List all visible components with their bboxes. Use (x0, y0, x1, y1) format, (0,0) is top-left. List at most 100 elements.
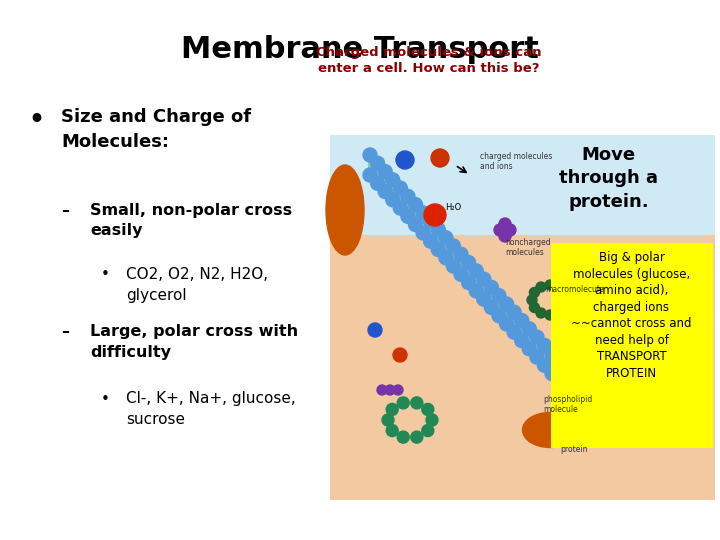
Text: phospholipid
molecule: phospholipid molecule (543, 395, 593, 414)
Circle shape (522, 342, 536, 356)
Circle shape (422, 424, 433, 436)
Circle shape (393, 181, 408, 195)
Circle shape (538, 339, 552, 352)
Circle shape (431, 149, 449, 167)
Circle shape (393, 201, 408, 215)
Circle shape (545, 347, 559, 361)
Circle shape (401, 190, 415, 204)
Circle shape (529, 302, 539, 313)
Text: Large, polar cross with
difficulty: Large, polar cross with difficulty (90, 324, 298, 360)
Circle shape (411, 431, 423, 443)
Text: •: • (101, 267, 109, 282)
Ellipse shape (326, 165, 364, 255)
Circle shape (378, 185, 392, 199)
Circle shape (386, 424, 398, 436)
Circle shape (393, 385, 403, 395)
Text: macromolecule: macromolecule (545, 285, 604, 294)
Text: Size and Charge of
Molecules:: Size and Charge of Molecules: (61, 108, 251, 151)
Circle shape (575, 400, 590, 414)
Ellipse shape (523, 413, 577, 448)
Circle shape (492, 289, 506, 303)
Circle shape (368, 323, 382, 337)
Circle shape (382, 414, 394, 426)
Circle shape (385, 385, 395, 395)
Circle shape (396, 151, 414, 169)
Text: CO2, O2, N2, H2O,
glycerol: CO2, O2, N2, H2O, glycerol (126, 267, 268, 303)
Text: Small, non-polar cross
easily: Small, non-polar cross easily (90, 202, 292, 239)
Circle shape (500, 297, 513, 311)
Circle shape (545, 280, 555, 290)
Circle shape (522, 322, 536, 336)
Circle shape (575, 380, 590, 394)
Circle shape (416, 206, 430, 220)
Circle shape (530, 330, 544, 344)
Text: •: • (29, 108, 45, 132)
Circle shape (424, 204, 446, 226)
Circle shape (363, 168, 377, 182)
Text: –: – (61, 324, 69, 339)
Circle shape (393, 348, 407, 362)
Text: •: • (101, 392, 109, 407)
Circle shape (494, 224, 506, 236)
Circle shape (446, 259, 461, 273)
Circle shape (568, 392, 582, 406)
Circle shape (563, 295, 573, 305)
Circle shape (371, 176, 384, 190)
Circle shape (583, 388, 597, 402)
Circle shape (515, 334, 528, 348)
Circle shape (492, 309, 506, 323)
Circle shape (408, 218, 423, 232)
Circle shape (431, 242, 445, 256)
Circle shape (386, 403, 398, 415)
Circle shape (507, 325, 521, 339)
Text: Big & polar
molecules (glucose,
amino acid),
charged ions
~~cannot cross and
nee: Big & polar molecules (glucose, amino ac… (571, 251, 692, 380)
Circle shape (504, 224, 516, 236)
Circle shape (536, 282, 546, 292)
Circle shape (377, 385, 387, 395)
Text: enter a cell. How can this be?: enter a cell. How can this be? (318, 62, 539, 75)
Circle shape (530, 350, 544, 364)
Circle shape (485, 280, 498, 294)
Circle shape (560, 383, 575, 397)
Text: H₂O: H₂O (445, 203, 462, 212)
Circle shape (439, 251, 453, 265)
Text: noncharged
molecules: noncharged molecules (505, 238, 551, 258)
Circle shape (408, 198, 423, 212)
Circle shape (553, 355, 567, 369)
Circle shape (560, 363, 575, 377)
Circle shape (554, 308, 564, 318)
Circle shape (554, 282, 564, 292)
Circle shape (561, 302, 570, 313)
Circle shape (538, 359, 552, 373)
Circle shape (515, 314, 528, 328)
Circle shape (583, 408, 597, 422)
Circle shape (386, 193, 400, 207)
Text: Move
through a
protein.: Move through a protein. (559, 146, 658, 211)
Circle shape (545, 310, 555, 320)
Circle shape (401, 210, 415, 224)
Circle shape (500, 317, 513, 331)
Circle shape (446, 239, 461, 253)
Text: Charged molecules & ions can: Charged molecules & ions can (315, 46, 541, 59)
Circle shape (477, 292, 491, 306)
Circle shape (499, 218, 511, 230)
Text: Membrane Transport: Membrane Transport (181, 35, 539, 64)
Circle shape (527, 295, 537, 305)
Circle shape (431, 222, 445, 237)
Text: charged molecules
and ions: charged molecules and ions (480, 152, 552, 171)
Circle shape (397, 397, 409, 409)
Circle shape (378, 165, 392, 179)
Circle shape (422, 403, 433, 415)
Circle shape (423, 214, 438, 228)
Circle shape (423, 234, 438, 248)
Circle shape (454, 267, 468, 281)
Circle shape (568, 372, 582, 386)
Circle shape (499, 230, 511, 242)
Bar (551, 243, 713, 448)
Circle shape (507, 305, 521, 319)
Circle shape (439, 231, 453, 245)
Circle shape (371, 156, 384, 170)
Circle shape (485, 300, 498, 314)
Circle shape (553, 375, 567, 389)
Circle shape (426, 414, 438, 426)
